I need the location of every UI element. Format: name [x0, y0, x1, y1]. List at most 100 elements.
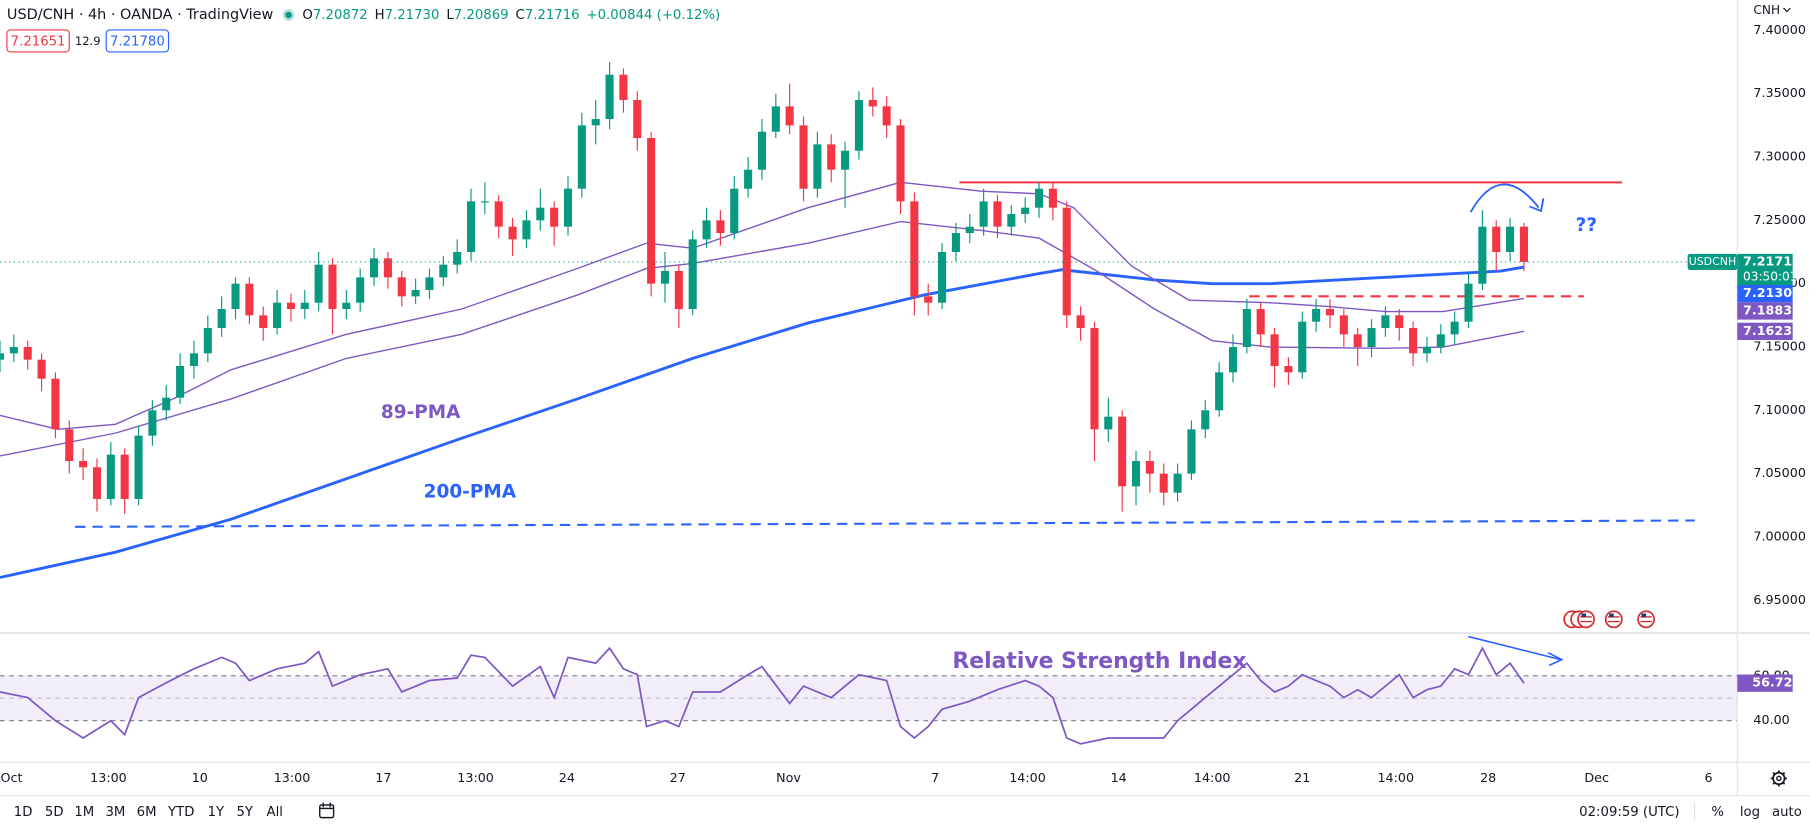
candle-body [1450, 321, 1459, 335]
candle-body [0, 353, 5, 360]
x-tick-label: 21 [1294, 770, 1310, 785]
candle-body [591, 119, 600, 126]
candle-body [730, 188, 739, 234]
ohlc-key: C [515, 8, 524, 23]
y-tick-label: 7.05000 [1753, 465, 1805, 480]
y-tick-label: 6.95000 [1753, 592, 1805, 607]
candle-body [522, 220, 531, 240]
x-tick-label: 24 [559, 770, 575, 785]
x-tick-label: 13:00 [274, 770, 311, 785]
x-tick-label: 13:00 [457, 770, 494, 785]
candle-body [1035, 188, 1044, 208]
candle-body [356, 277, 365, 303]
annotation: 200-PMA [424, 481, 517, 502]
scale-option[interactable]: auto [1772, 805, 1802, 820]
sell-price: 7.21651 [11, 35, 66, 50]
candle-body [910, 201, 919, 297]
candle-body [647, 138, 656, 284]
candle-body [1159, 473, 1168, 493]
x-tick-label: Oct [1, 770, 23, 785]
candle-body [716, 220, 725, 234]
candle-body [771, 106, 780, 132]
event-flags[interactable] [1563, 610, 1656, 629]
y-tick-label: 7.00000 [1753, 528, 1805, 543]
moving-average [0, 220, 1525, 457]
range-button[interactable]: 5D [45, 805, 64, 820]
x-tick-label: 14 [1111, 770, 1127, 785]
y-tick-label: 7.30000 [1753, 149, 1805, 164]
candle-body [1131, 460, 1141, 487]
candle-body [896, 125, 905, 202]
candle-body [1145, 460, 1154, 474]
candle-body [813, 144, 822, 189]
rsi-band [0, 675, 1738, 721]
ohlc-legend: O7.20872 H7.21730 L7.20869 C7.21716 +0.00844… [302, 8, 720, 23]
calendar-frame[interactable] [319, 804, 335, 819]
candle-body [162, 397, 171, 411]
flag-canton [1609, 613, 1614, 617]
range-button[interactable]: 5Y [236, 805, 253, 820]
candle-body [1228, 347, 1238, 373]
candle-body [688, 239, 697, 310]
curved-arrow [1469, 183, 1540, 213]
candle-body [1367, 328, 1376, 348]
candle-body [965, 226, 974, 234]
range-button[interactable]: 1D [14, 805, 33, 820]
y-tick-label: 7.10000 [1753, 402, 1805, 417]
x-tick-label: 13:00 [90, 770, 127, 785]
candle-body [397, 277, 406, 297]
range-button[interactable]: All [267, 805, 283, 820]
range-button[interactable]: 1M [74, 805, 94, 820]
rsi-pane [0, 646, 1738, 745]
currency-label[interactable]: CNH [1753, 3, 1780, 17]
candle-body [979, 201, 988, 227]
scale-option[interactable]: % [1711, 805, 1724, 820]
range-button[interactable]: 6M [137, 805, 157, 820]
candle-body [1353, 334, 1362, 348]
candle-body [744, 169, 753, 189]
sell-box[interactable] [6, 29, 70, 53]
countdown-label: 03:50:01 [1743, 269, 1797, 283]
symbol-tag-text: USDCNH [1689, 255, 1737, 268]
moving-average [0, 265, 1525, 579]
candle-body [827, 144, 836, 170]
candle-body [203, 328, 212, 354]
candle-body [1007, 214, 1016, 227]
settings-icon[interactable] [1770, 770, 1787, 787]
candle-body [342, 302, 351, 310]
currency-chevron [1783, 7, 1791, 13]
spread: 12.9 [75, 34, 101, 48]
x-tick-label: Dec [1584, 770, 1609, 785]
buy-box[interactable] [105, 29, 170, 53]
annotation: ?? [1576, 215, 1597, 236]
candle-body [674, 271, 683, 310]
candle-body [217, 309, 226, 329]
candle-body [619, 74, 628, 101]
axis-price-box [1737, 302, 1793, 320]
candle-body [1339, 315, 1348, 335]
range-button[interactable]: YTD [167, 805, 194, 820]
candle-body [314, 264, 323, 303]
candle-body [51, 378, 60, 430]
x-tick-label: 28 [1480, 770, 1496, 785]
x-tick-label: 14:00 [1377, 770, 1414, 785]
range-button[interactable]: 3M [105, 805, 125, 820]
ohlc-value: 7.21716 [525, 8, 580, 23]
candle-body [453, 252, 462, 265]
gear-hub [1776, 775, 1782, 782]
range-button[interactable]: 1Y [208, 805, 225, 820]
candle-body [1312, 309, 1321, 322]
candle-body [106, 454, 115, 499]
y-tick-label: 7.35000 [1753, 85, 1805, 100]
moving-average [0, 181, 1525, 431]
candle-body [231, 283, 240, 310]
ohlc-key: L [446, 8, 454, 23]
candle-body [1076, 315, 1085, 329]
scale-option[interactable]: log [1740, 805, 1760, 820]
candle-body [65, 429, 74, 461]
ohlc-value: 7.21730 [385, 8, 440, 23]
calendar-icon[interactable] [319, 802, 335, 819]
symbol-title: USD/CNH · 4h · OANDA · TradingView [7, 7, 274, 23]
candle-body [1381, 315, 1390, 329]
